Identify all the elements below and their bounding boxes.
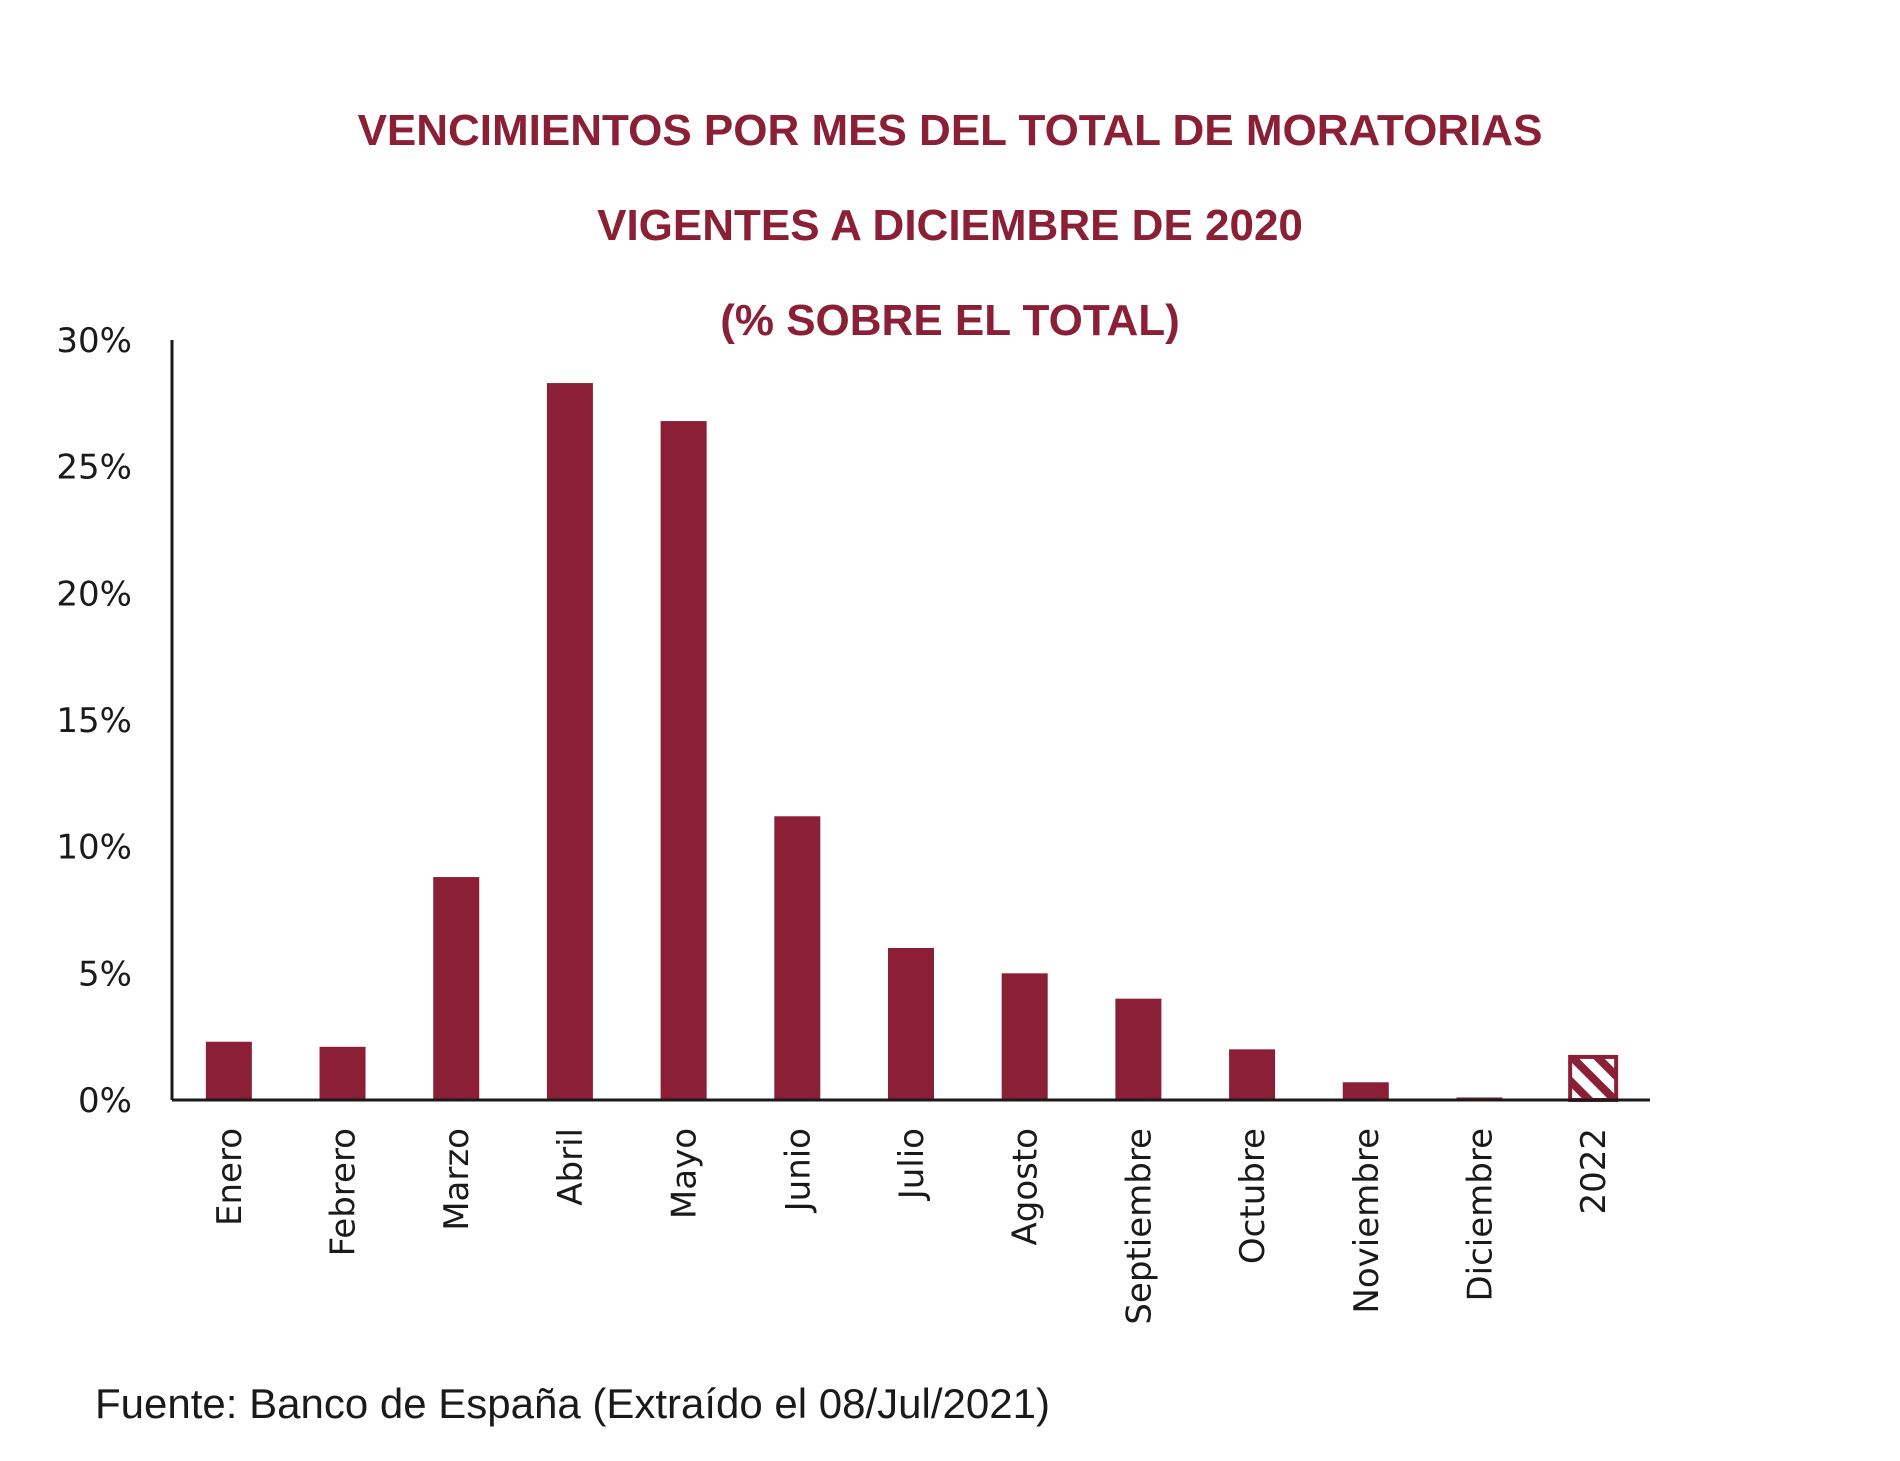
bar-julio <box>888 948 934 1100</box>
y-tick-label: 30% <box>56 321 132 361</box>
y-tick-label: 0% <box>78 1081 132 1121</box>
chart-title-line-2: VIGENTES A DICIEMBRE DE 2020 <box>597 201 1303 250</box>
x-tick-label: Octubre <box>1233 1128 1273 1264</box>
bar-2022 <box>1568 1054 1619 1103</box>
bar-enero <box>205 1041 252 1100</box>
bar-abril <box>546 383 593 1101</box>
bar-febrero <box>319 1046 366 1100</box>
x-tick-label: Junio <box>778 1128 818 1213</box>
x-tick-label: Diciembre <box>1460 1128 1500 1302</box>
x-axis-labels: Enero Febrero Marzo Abril Mayo Junio Julio Agos… <box>210 1128 1614 1325</box>
bar-mayo <box>660 421 707 1101</box>
y-tick-label: 20% <box>56 574 132 614</box>
bar-octubre <box>1229 1049 1276 1100</box>
x-tick-label: Septiembre <box>1119 1128 1159 1325</box>
source-note: Fuente: Banco de España (Extraído el 08/… <box>95 1380 1050 1427</box>
x-tick-label: Mayo <box>665 1128 705 1219</box>
x-tick-label: Marzo <box>437 1128 477 1231</box>
bar-junio <box>774 816 821 1100</box>
y-tick-label: 15% <box>56 701 132 741</box>
x-tick-label: Abril <box>551 1128 591 1206</box>
x-tick-label: Agosto <box>1006 1128 1046 1246</box>
chart-title-line-1: VENCIMIENTOS POR MES DEL TOTAL DE MORATO… <box>358 106 1543 155</box>
x-tick-label: Febrero <box>324 1128 364 1256</box>
chart-title: VENCIMIENTOS POR MES DEL TOTAL DE MORATO… <box>358 106 1543 345</box>
y-tick-label: 5% <box>78 954 132 994</box>
bar-marzo <box>433 877 480 1100</box>
bars <box>205 383 1619 1103</box>
x-tick-label: Julio <box>892 1128 932 1201</box>
y-axis-ticks: 0% 5% 10% 15% 20% 25% 30% <box>56 321 132 1121</box>
chart-title-line-3: (% SOBRE EL TOTAL) <box>720 296 1180 345</box>
x-tick-label: Enero <box>210 1128 250 1226</box>
y-tick-label: 25% <box>56 448 132 488</box>
bar-noviembre <box>1342 1082 1389 1100</box>
bar-septiembre <box>1115 998 1162 1100</box>
x-tick-label: 2022 <box>1574 1128 1614 1215</box>
y-tick-label: 10% <box>56 828 132 868</box>
x-tick-label: Noviembre <box>1347 1128 1387 1314</box>
bar-agosto <box>1001 973 1048 1100</box>
axes <box>170 340 1650 1102</box>
